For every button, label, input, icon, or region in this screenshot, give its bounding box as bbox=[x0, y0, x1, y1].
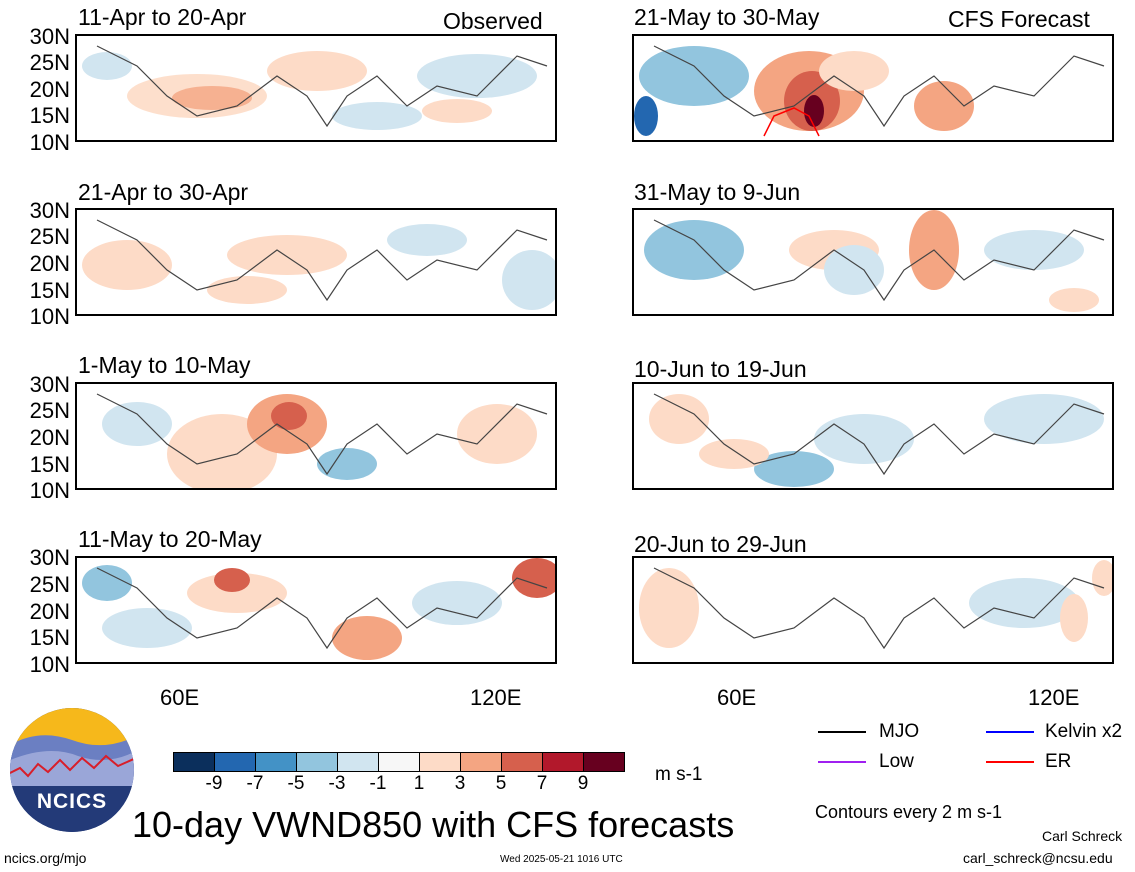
contours-note: Contours every 2 m s-1 bbox=[815, 802, 1003, 822]
colorbar-swatch bbox=[378, 753, 419, 771]
panel-title-left-3: 1-May to 10-May bbox=[78, 352, 251, 378]
legend-line-er bbox=[986, 761, 1034, 763]
legend-label-mjo: MJO bbox=[879, 721, 920, 742]
map-panel-forecast-3 bbox=[632, 382, 1114, 490]
legend-line-low bbox=[818, 761, 866, 763]
colorbar-label: -9 bbox=[205, 773, 223, 794]
ncics-logo-icon bbox=[10, 708, 134, 832]
y-tick-label: 20N bbox=[29, 251, 70, 276]
map-canvas bbox=[649, 393, 1105, 487]
map-canvas bbox=[82, 219, 555, 310]
colorbar-swatch bbox=[460, 753, 501, 771]
legend-label-er: ER bbox=[1045, 751, 1072, 772]
map-panel-forecast-4 bbox=[632, 556, 1114, 664]
colorbar-swatch bbox=[542, 753, 583, 771]
y-tick-label: 15N bbox=[29, 452, 70, 477]
contour-legend: MJO Kelvin x2 Low ER bbox=[818, 720, 1128, 780]
panel-title-right-1: 21-May to 30-May bbox=[634, 4, 820, 30]
map-canvas bbox=[82, 45, 548, 130]
map-panel-observed-2 bbox=[75, 208, 557, 316]
y-tick-label: 20N bbox=[29, 425, 70, 450]
colorbar-label: -5 bbox=[287, 773, 305, 794]
y-tick-label: 10N bbox=[29, 478, 70, 503]
main-title: 10-day VWND850 with CFS forecasts bbox=[132, 804, 735, 845]
logo-text: NCICS bbox=[36, 790, 108, 813]
map-canvas bbox=[639, 560, 1112, 650]
map-panel-observed-4 bbox=[75, 556, 557, 664]
y-tick-label: 10N bbox=[29, 652, 70, 677]
map-canvas bbox=[634, 45, 1105, 137]
panel-title-left-2: 21-Apr to 30-Apr bbox=[78, 179, 249, 205]
panel-title-right-2: 31-May to 9-Jun bbox=[634, 179, 801, 205]
observed-label: Observed bbox=[443, 8, 543, 34]
footer-author: Carl Schreck bbox=[1042, 828, 1123, 844]
panel-title-right-3: 10-Jun to 19-Jun bbox=[634, 356, 807, 382]
y-tick-label: 30N bbox=[29, 372, 70, 397]
colorbar-swatch bbox=[214, 753, 255, 771]
colorbar-label: -3 bbox=[328, 773, 346, 794]
y-tick-label: 15N bbox=[29, 278, 70, 303]
map-canvas bbox=[644, 210, 1105, 312]
colorbar-swatch bbox=[419, 753, 460, 771]
y-tick-label: 20N bbox=[29, 599, 70, 624]
panel-title-right-4: 20-Jun to 29-Jun bbox=[634, 531, 807, 557]
forecast-label: CFS Forecast bbox=[948, 6, 1090, 32]
y-tick-label: 30N bbox=[29, 198, 70, 223]
legend-line-mjo bbox=[818, 731, 866, 733]
legend-line-kelvin bbox=[986, 731, 1034, 733]
ncics-logo: NCICS bbox=[8, 706, 136, 834]
colorbar-swatch bbox=[296, 753, 337, 771]
y-tick-label: 10N bbox=[29, 304, 70, 329]
map-panel-observed-1 bbox=[75, 34, 557, 142]
colorbar-swatch bbox=[255, 753, 296, 771]
footer-email: carl_schreck@ncsu.edu bbox=[963, 850, 1113, 866]
x-tick-label: 60E bbox=[717, 685, 757, 710]
y-tick-label: 10N bbox=[29, 130, 70, 155]
footer-url: ncics.org/mjo bbox=[4, 850, 87, 866]
map-panel-forecast-2 bbox=[632, 208, 1114, 316]
y-tick-label: 20N bbox=[29, 77, 70, 102]
colorbar-label: -7 bbox=[246, 773, 264, 794]
y-tick-label: 25N bbox=[29, 398, 70, 423]
y-tick-label: 25N bbox=[29, 50, 70, 75]
x-tick-label: 60E bbox=[160, 685, 200, 710]
colorbar-labels: -9 -7 -5 -3 -1 1 3 5 7 9 bbox=[173, 773, 625, 797]
map-panel-forecast-1 bbox=[632, 34, 1114, 142]
map-panel-observed-3 bbox=[75, 382, 557, 490]
panel-title-left-1: 11-Apr to 20-Apr bbox=[78, 4, 247, 30]
map-canvas bbox=[96, 393, 548, 488]
colorbar-label: 1 bbox=[413, 773, 425, 794]
colorbar-label: 7 bbox=[536, 773, 548, 794]
legend-label-low: Low bbox=[879, 751, 914, 772]
y-tick-label: 25N bbox=[29, 224, 70, 249]
y-tick-label: 15N bbox=[29, 103, 70, 128]
footer-timestamp: Wed 2025-05-21 1016 UTC bbox=[500, 854, 623, 865]
panel-title-left-4: 11-May to 20-May bbox=[78, 526, 262, 552]
x-tick-label: 120E bbox=[1028, 685, 1080, 710]
colorbar-swatch bbox=[337, 753, 378, 771]
y-tick-label: 15N bbox=[29, 625, 70, 650]
colorbar-label: 5 bbox=[495, 773, 507, 794]
colorbar-label: -1 bbox=[369, 773, 387, 794]
colorbar-label: 9 bbox=[577, 773, 589, 794]
y-tick-label: 25N bbox=[29, 572, 70, 597]
colorbar-swatch bbox=[583, 753, 624, 771]
colorbar-swatch bbox=[174, 753, 214, 771]
legend-label-kelvin: Kelvin x2 bbox=[1045, 721, 1123, 742]
map-canvas bbox=[82, 558, 555, 660]
colorbar-swatch bbox=[501, 753, 542, 771]
colorbar bbox=[173, 752, 625, 772]
x-tick-label: 120E bbox=[470, 685, 522, 710]
colorbar-label: 3 bbox=[454, 773, 466, 794]
y-tick-label: 30N bbox=[29, 545, 70, 570]
colorbar-units: m s-1 bbox=[655, 764, 703, 785]
y-tick-label: 30N bbox=[29, 24, 70, 49]
